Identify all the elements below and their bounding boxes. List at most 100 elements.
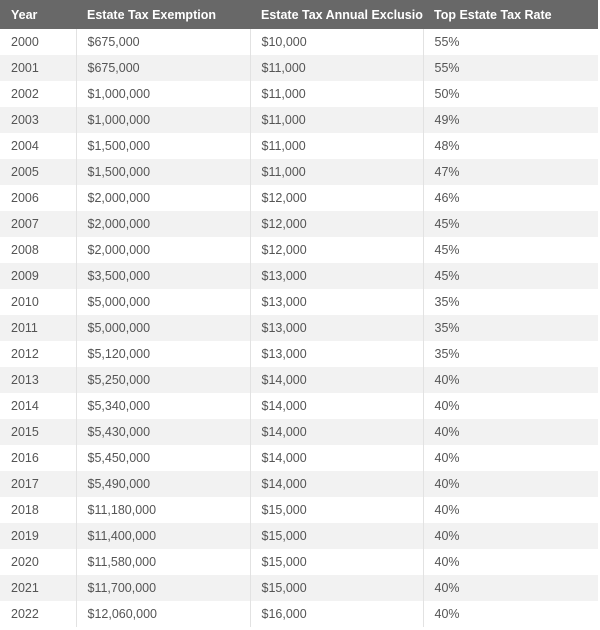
cell-year: 2003 [0,107,77,133]
cell-year: 2020 [0,549,77,575]
table-row: 2011 $5,000,000 $13,000 35% [0,315,598,341]
cell-year: 2019 [0,523,77,549]
cell-top-rate: 50% [434,87,460,101]
table-row: 2004 $1,500,000 $11,000 48% [0,133,598,159]
cell-exemption: $675,000 [76,55,251,81]
table-row: 2007 $2,000,000 $12,000 45% [0,211,598,237]
cell-exemption: $11,580,000 [76,549,251,575]
table-row: 2021 $11,700,000 $15,000 40% [0,575,598,601]
cell-annual-exclusion: $12,000 [250,237,424,263]
cell-year: 2015 [0,419,77,445]
header-year: Year [11,7,38,22]
cell-exemption: $11,700,000 [76,575,251,601]
cell-year: 2007 [0,211,77,237]
cell-top-rate: 48% [434,139,460,153]
cell-exemption: $2,000,000 [76,211,251,237]
cell-annual-exclusion: $16,000 [250,601,424,627]
cell-top-rate: 47% [434,165,460,179]
cell-year: 2005 [0,159,77,185]
cell-year: 2011 [0,315,77,341]
cell-top-rate: 35% [434,295,460,309]
cell-top-rate: 40% [434,399,460,413]
cell-year: 2010 [0,289,77,315]
cell-annual-exclusion: $13,000 [250,315,424,341]
cell-top-rate: 40% [434,555,460,569]
cell-exemption: $1,000,000 [76,107,251,133]
table-row: 2006 $2,000,000 $12,000 46% [0,185,598,211]
cell-top-rate: 45% [434,269,460,283]
table-row: 2012 $5,120,000 $13,000 35% [0,341,598,367]
cell-annual-exclusion: $14,000 [250,367,424,393]
table-row: 2002 $1,000,000 $11,000 50% [0,81,598,107]
cell-annual-exclusion: $14,000 [250,419,424,445]
cell-exemption: $5,000,000 [76,315,251,341]
header-estate-tax-exemption: Estate Tax Exemption [87,7,216,22]
cell-top-rate: 40% [434,373,460,387]
cell-annual-exclusion: $11,000 [250,159,424,185]
cell-top-rate: 40% [434,503,460,517]
cell-top-rate: 35% [434,321,460,335]
cell-annual-exclusion: $15,000 [250,523,424,549]
cell-annual-exclusion: $11,000 [250,133,424,159]
cell-exemption: $1,500,000 [76,159,251,185]
header-annual-exclusion: Estate Tax Annual Exclusion [261,7,423,22]
table-row: 2020 $11,580,000 $15,000 40% [0,549,598,575]
cell-annual-exclusion: $14,000 [250,393,424,419]
table-row: 2009 $3,500,000 $13,000 45% [0,263,598,289]
cell-year: 2009 [0,263,77,289]
cell-annual-exclusion: $11,000 [250,107,424,133]
cell-annual-exclusion: $15,000 [250,497,424,523]
table-row: 2016 $5,450,000 $14,000 40% [0,445,598,471]
cell-top-rate: 55% [434,61,460,75]
cell-top-rate: 40% [434,529,460,543]
table-row: 2010 $5,000,000 $13,000 35% [0,289,598,315]
table-row: 2008 $2,000,000 $12,000 45% [0,237,598,263]
table-row: 2017 $5,490,000 $14,000 40% [0,471,598,497]
table-row: 2000 $675,000 $10,000 55% [0,29,598,55]
cell-top-rate: 49% [434,113,460,127]
cell-exemption: $2,000,000 [76,237,251,263]
cell-exemption: $5,430,000 [76,419,251,445]
table-body: 2000 $675,000 $10,000 55% 2001 $675,000 $11,00… [0,29,598,627]
header-row: Year Estate Tax Exemption Estate Tax Ann… [0,0,598,29]
cell-top-rate: 45% [434,243,460,257]
cell-top-rate: 45% [434,217,460,231]
cell-exemption: $675,000 [76,29,251,55]
cell-year: 2006 [0,185,77,211]
cell-annual-exclusion: $11,000 [250,55,424,81]
cell-exemption: $12,060,000 [76,601,251,627]
cell-top-rate: 40% [434,581,460,595]
cell-year: 2018 [0,497,77,523]
cell-year: 2017 [0,471,77,497]
cell-annual-exclusion: $14,000 [250,471,424,497]
cell-year: 2021 [0,575,77,601]
cell-year: 2012 [0,341,77,367]
cell-annual-exclusion: $15,000 [250,575,424,601]
cell-top-rate: 40% [434,477,460,491]
header-top-rate: Top Estate Tax Rate [434,7,552,22]
cell-exemption: $1,500,000 [76,133,251,159]
cell-annual-exclusion: $15,000 [250,549,424,575]
cell-exemption: $5,000,000 [76,289,251,315]
table-row: 2001 $675,000 $11,000 55% [0,55,598,81]
cell-year: 2016 [0,445,77,471]
cell-exemption: $5,490,000 [76,471,251,497]
cell-year: 2014 [0,393,77,419]
cell-exemption: $3,500,000 [76,263,251,289]
cell-top-rate: 40% [434,451,460,465]
cell-year: 2001 [0,55,77,81]
cell-top-rate: 40% [434,607,460,621]
cell-year: 2004 [0,133,77,159]
cell-year: 2002 [0,81,77,107]
cell-exemption: $5,340,000 [76,393,251,419]
cell-annual-exclusion: $13,000 [250,341,424,367]
table-row: 2003 $1,000,000 $11,000 49% [0,107,598,133]
cell-year: 2008 [0,237,77,263]
table-row: 2018 $11,180,000 $15,000 40% [0,497,598,523]
cell-annual-exclusion: $12,000 [250,185,424,211]
table-row: 2013 $5,250,000 $14,000 40% [0,367,598,393]
cell-exemption: $1,000,000 [76,81,251,107]
cell-exemption: $11,400,000 [76,523,251,549]
table-row: 2019 $11,400,000 $15,000 40% [0,523,598,549]
